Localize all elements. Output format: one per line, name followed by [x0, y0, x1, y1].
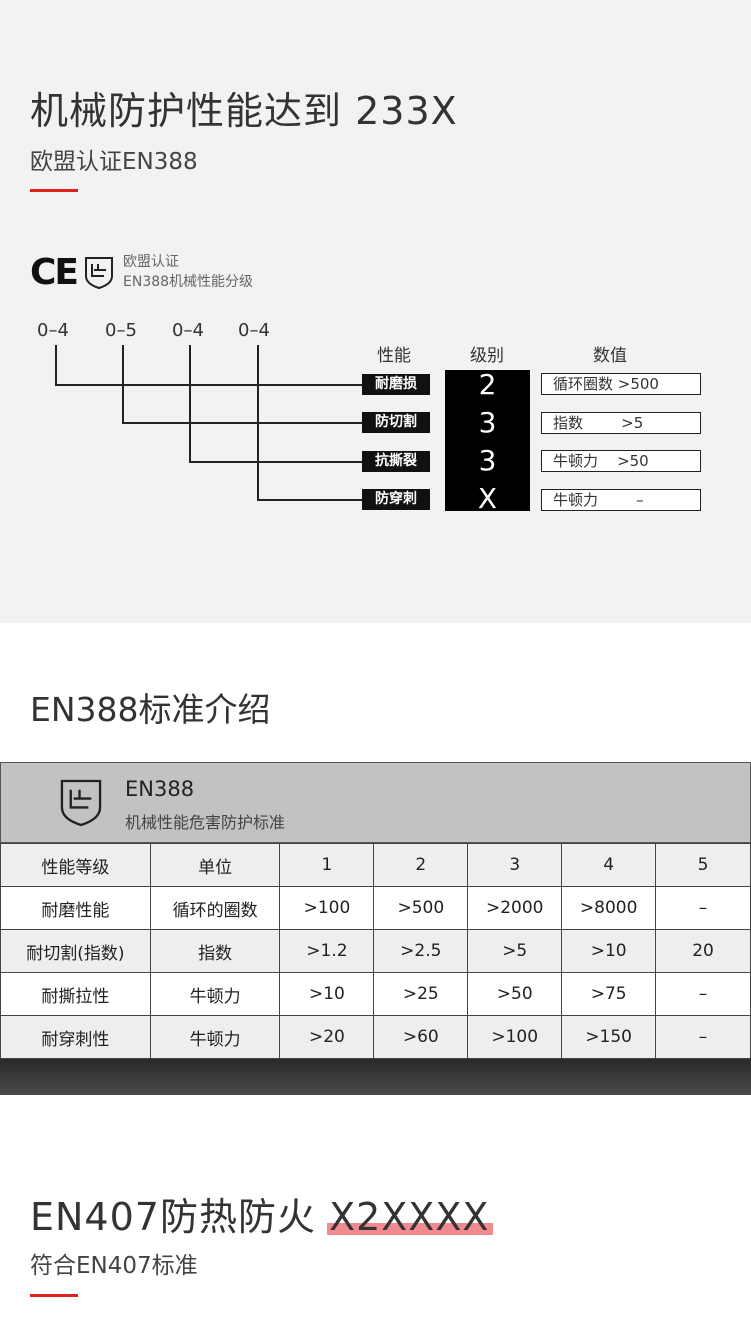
- grade-value: 3: [478, 444, 497, 477]
- table-cell: >5: [467, 929, 563, 973]
- table-cell: >100: [467, 1015, 563, 1059]
- rating-code: 233X: [355, 89, 458, 133]
- grade-value: 3: [478, 406, 497, 439]
- column-header: 性能等级: [0, 843, 151, 887]
- range-label: 0–5: [105, 320, 137, 341]
- section-title: 机械防护性能达到 233X: [30, 80, 462, 135]
- logo-caption: 欧盟认证 EN388机械性能分级: [123, 252, 253, 292]
- logo-caption-line: EN388机械性能分级: [123, 274, 254, 290]
- table-footer-bar: [0, 1059, 751, 1095]
- ce-mark-icon: CE: [30, 252, 79, 293]
- table-cell: >50: [467, 972, 563, 1016]
- red-divider: [30, 189, 78, 192]
- table-cell: 牛顿力: [149, 1015, 281, 1059]
- range-label: 0–4: [238, 320, 270, 341]
- performance-label: 抗撕裂: [362, 451, 430, 472]
- header-performance: 性能: [377, 346, 411, 366]
- connector-line: [55, 345, 57, 385]
- performance-label: 防切割: [362, 412, 430, 433]
- title-text: EN407防热防火: [30, 1195, 316, 1239]
- connector-line: [189, 461, 362, 463]
- table-cell: >10: [561, 929, 657, 973]
- rating-code: X2XXXX: [329, 1195, 490, 1239]
- table-cell: >8000: [561, 886, 657, 930]
- table-cell: >150: [561, 1015, 657, 1059]
- table-cell: 20: [655, 929, 751, 973]
- table-cell: 循环的圈数: [149, 886, 281, 930]
- connector-line: [122, 422, 362, 424]
- column-header: 5: [655, 843, 751, 887]
- table-header-row: 性能等级 单位 1 2 3 4 5: [0, 843, 751, 887]
- table-cell: –: [655, 972, 751, 1016]
- table-row: 耐穿刺性 牛顿力 >20 >60 >100 >150–: [0, 1015, 751, 1059]
- table-cell: 耐切割(指数): [0, 929, 151, 973]
- connector-line: [122, 345, 124, 423]
- table-cell: >75: [561, 972, 657, 1016]
- value-box: 指数 >5: [541, 412, 701, 434]
- column-header: 2: [373, 843, 469, 887]
- value-box: 牛顿力 >50: [541, 450, 701, 472]
- section-subtitle: 符合EN407标准: [30, 1253, 198, 1279]
- table-cell: 牛顿力: [149, 972, 281, 1016]
- table-title: EN388: [125, 777, 195, 801]
- rating-highlight: 233X: [353, 89, 462, 133]
- grade-block: [445, 370, 530, 511]
- table-subtitle: 机械性能危害防护标准: [125, 813, 286, 832]
- table-cell: >20: [279, 1015, 375, 1059]
- table-row: 耐切割(指数) 指数 >1.2 >2.5 >5 >10 20: [0, 929, 751, 973]
- table-cell: 耐撕拉性: [0, 972, 151, 1016]
- section-title: EN388标准介绍: [30, 690, 271, 729]
- column-header: 1: [279, 843, 375, 887]
- table-cell: 耐磨性能: [0, 886, 151, 930]
- section-title: EN407防热防火 X2XXXX: [30, 1186, 494, 1241]
- table-cell: >500: [373, 886, 469, 930]
- table-cell: 指数: [149, 929, 281, 973]
- value-box: 牛顿力 –: [541, 489, 701, 511]
- range-label: 0–4: [37, 320, 69, 341]
- range-label: 0–4: [172, 320, 204, 341]
- connector-line: [257, 345, 259, 500]
- value-box: 循环圈数 >500: [541, 373, 701, 395]
- standard-table: 性能等级 单位 1 2 3 4 5 耐磨性能 循环的圈数 >100 >500 >2000 >8000–…: [0, 843, 751, 1059]
- table-cell: >1.2: [279, 929, 375, 973]
- table-cell: >2.5: [373, 929, 469, 973]
- performance-label: 防穿刺: [362, 489, 430, 510]
- en388-rating-section: [0, 0, 751, 623]
- logo-caption-line: 欧盟认证: [123, 254, 179, 270]
- glove-shield-icon: [60, 779, 102, 827]
- column-header: 4: [561, 843, 657, 887]
- glove-shield-icon: [85, 257, 113, 290]
- table-row: 耐磨性能 循环的圈数 >100 >500 >2000 >8000–: [0, 886, 751, 930]
- header-grade: 级别: [470, 346, 504, 366]
- performance-label: 耐磨损: [362, 374, 430, 395]
- connector-line: [55, 384, 362, 386]
- title-text: 机械防护性能达到: [30, 89, 343, 133]
- table-cell: >100: [279, 886, 375, 930]
- table-cell: –: [655, 1015, 751, 1059]
- table-cell: >10: [279, 972, 375, 1016]
- header-value: 数值: [593, 346, 627, 366]
- section-subtitle: 欧盟认证EN388: [30, 149, 198, 175]
- table-row: 耐撕拉性 牛顿力 >10 >25 >50 >75–: [0, 972, 751, 1016]
- grade-value: X: [477, 482, 498, 515]
- table-cell: 耐穿刺性: [0, 1015, 151, 1059]
- en388-table: EN388 机械性能危害防护标准 性能等级 单位 1 2 3 4 5 耐磨性能 循环的圈数 >1…: [0, 762, 751, 1095]
- red-divider: [30, 1294, 78, 1297]
- column-header: 单位: [149, 843, 281, 887]
- rating-highlight: X2XXXX: [327, 1195, 494, 1239]
- table-cell: –: [655, 886, 751, 930]
- table-cell: >25: [373, 972, 469, 1016]
- connector-line: [189, 345, 191, 462]
- table-header-banner: EN388 机械性能危害防护标准: [0, 762, 751, 843]
- table-cell: >60: [373, 1015, 469, 1059]
- grade-value: 2: [478, 368, 497, 401]
- connector-line: [257, 499, 362, 501]
- table-cell: >2000: [467, 886, 563, 930]
- column-header: 3: [467, 843, 563, 887]
